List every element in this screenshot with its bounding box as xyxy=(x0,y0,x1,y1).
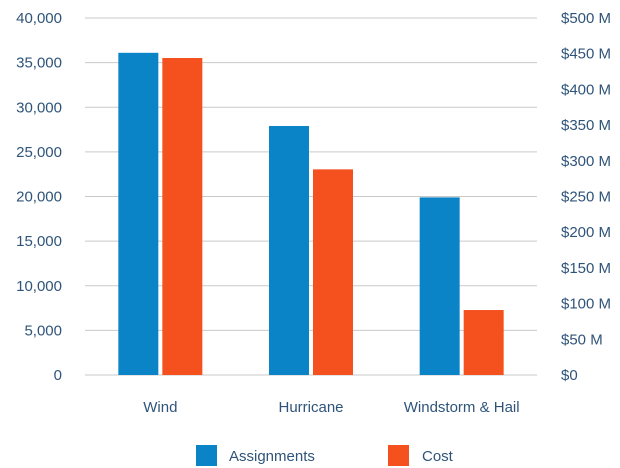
left-tick-label: 15,000 xyxy=(16,233,62,250)
left-tick-label: 35,000 xyxy=(16,55,62,72)
right-tick-label: $400 M xyxy=(561,81,611,98)
bar-assignments-hurricane xyxy=(269,125,309,376)
left-tick-label: 5,000 xyxy=(24,322,62,339)
left-tick-label: 20,000 xyxy=(16,189,62,206)
legend-label-assignments: Assignments xyxy=(229,448,315,465)
left-tick-label: 30,000 xyxy=(16,99,62,116)
left-axis-ticks: 0 5,000 10,000 15,000 20,000 25,000 30,000 35,0… xyxy=(16,10,62,384)
right-tick-label: $450 M xyxy=(561,46,611,63)
bar-cost-hurricane xyxy=(313,169,353,375)
category-labels: Wind Hurricane Windstorm & Hail xyxy=(143,399,519,416)
right-tick-label: $100 M xyxy=(561,296,611,313)
bar-assignments-wind xyxy=(118,52,159,376)
right-tick-label: $150 M xyxy=(561,260,611,277)
bar-cost-wind xyxy=(162,57,203,375)
legend-swatch-assignments xyxy=(196,445,217,466)
category-label: Wind xyxy=(143,399,177,416)
category-label: Windstorm & Hail xyxy=(404,399,520,416)
right-tick-label: $200 M xyxy=(561,224,611,241)
right-axis-ticks: $0 $50 M $100 M $150 M $200 M $250 M $300 M $35… xyxy=(561,10,611,384)
legend-swatch-cost xyxy=(388,445,409,466)
legend-label-cost: Cost xyxy=(422,448,454,465)
category-label: Hurricane xyxy=(278,399,343,416)
bars xyxy=(118,52,504,376)
right-tick-label: $500 M xyxy=(561,10,611,27)
right-tick-label: $350 M xyxy=(561,117,611,134)
gridlines xyxy=(85,17,537,376)
left-tick-label: 10,000 xyxy=(16,278,62,295)
bar-cost-windstorm-hail xyxy=(463,310,504,375)
left-tick-label: 25,000 xyxy=(16,144,62,161)
right-tick-label: $250 M xyxy=(561,189,611,206)
right-tick-label: $50 M xyxy=(561,331,603,348)
left-tick-label: 0 xyxy=(54,367,62,384)
right-tick-label: $300 M xyxy=(561,153,611,170)
right-tick-label: $0 xyxy=(561,367,578,384)
left-tick-label: 40,000 xyxy=(16,10,62,27)
legend: Assignments Cost xyxy=(196,445,454,466)
bar-assignments-windstorm-hail xyxy=(419,197,460,375)
